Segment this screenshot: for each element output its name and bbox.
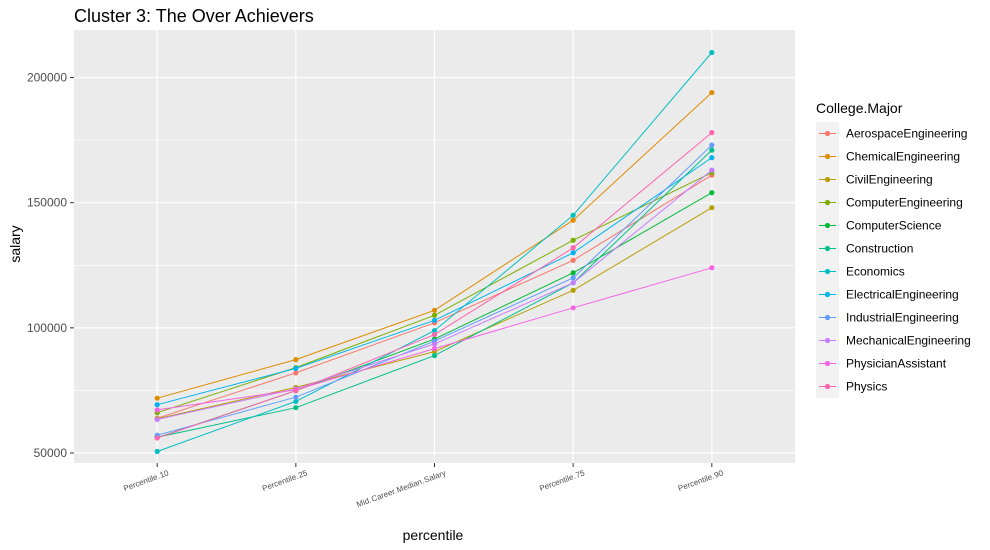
data-point bbox=[154, 448, 160, 455]
legend-label: AerospaceEngineering bbox=[846, 127, 967, 141]
data-point bbox=[709, 142, 715, 148]
legend-label: ElectricalEngineering bbox=[846, 288, 959, 302]
legend-label: Physics bbox=[846, 380, 887, 394]
legend-item: AerospaceEngineering bbox=[816, 122, 967, 145]
y-tick-label: 200000 bbox=[27, 71, 67, 85]
data-point bbox=[709, 130, 715, 136]
data-point bbox=[154, 407, 160, 413]
series-ElectricalEngineering bbox=[154, 155, 715, 408]
data-point bbox=[293, 370, 299, 376]
data-point bbox=[570, 250, 576, 256]
data-point bbox=[431, 346, 438, 352]
data-point bbox=[293, 405, 299, 411]
y-axis-ticks: 50000 100000 150000 200000 bbox=[27, 71, 74, 460]
data-point bbox=[293, 365, 299, 371]
data-point bbox=[709, 190, 715, 196]
data-point bbox=[709, 49, 715, 56]
series-layer bbox=[154, 49, 715, 455]
legend-key-point bbox=[824, 199, 831, 206]
legend: College.Major AerospaceEngineering Chemic… bbox=[816, 100, 971, 398]
legend-item: Economics bbox=[816, 260, 905, 283]
legend-label: Economics bbox=[846, 265, 905, 279]
legend-item: ComputerScience bbox=[816, 214, 942, 237]
data-point bbox=[570, 305, 576, 311]
legend-key-point bbox=[824, 245, 831, 252]
data-point bbox=[709, 205, 715, 211]
legend-key-point bbox=[824, 268, 831, 275]
y-axis-title: salary bbox=[7, 225, 23, 262]
legend-label: IndustrialEngineering bbox=[846, 311, 959, 325]
legend-item: CivilEngineering bbox=[816, 168, 933, 191]
legend-item: IndustrialEngineering bbox=[816, 306, 959, 329]
data-point bbox=[570, 287, 576, 293]
data-point bbox=[570, 275, 576, 281]
data-point bbox=[570, 237, 576, 243]
data-point bbox=[709, 265, 715, 271]
legend-label: CivilEngineering bbox=[846, 173, 933, 187]
data-point bbox=[154, 395, 160, 401]
data-point bbox=[293, 398, 299, 405]
legend-key-point bbox=[824, 222, 831, 229]
legend-item: Physics bbox=[816, 375, 887, 398]
data-point bbox=[293, 394, 299, 400]
legend-key-point bbox=[824, 314, 831, 321]
data-point bbox=[570, 270, 576, 276]
data-point bbox=[431, 341, 438, 347]
data-point bbox=[570, 212, 576, 218]
data-point bbox=[293, 388, 299, 394]
legend-label: ComputerScience bbox=[846, 219, 942, 233]
legend-key-point bbox=[824, 153, 831, 160]
x-axis-title: percentile bbox=[403, 527, 464, 543]
data-point bbox=[709, 147, 715, 153]
legend-item: ComputerEngineering bbox=[816, 191, 963, 214]
chart-title: Cluster 3: The Over Achievers bbox=[74, 6, 314, 26]
data-point bbox=[431, 353, 438, 359]
y-tick-label: 100000 bbox=[27, 321, 67, 335]
legend-key-point bbox=[824, 383, 831, 390]
data-point bbox=[293, 357, 299, 363]
series-MechanicalEngineering bbox=[154, 167, 715, 423]
data-point bbox=[570, 280, 576, 286]
series-ChemicalEngineering bbox=[154, 89, 715, 401]
data-point bbox=[431, 307, 438, 313]
data-point bbox=[154, 402, 160, 408]
data-point bbox=[709, 89, 715, 96]
legend-label: MechanicalEngineering bbox=[846, 334, 971, 348]
data-point bbox=[709, 155, 715, 161]
legend-item: MechanicalEngineering bbox=[816, 329, 971, 352]
legend-label: ChemicalEngineering bbox=[846, 150, 960, 164]
legend-key-point bbox=[824, 130, 831, 137]
data-point bbox=[570, 257, 576, 263]
legend-title: College.Major bbox=[816, 100, 903, 116]
data-point bbox=[431, 327, 438, 334]
data-point bbox=[570, 245, 576, 251]
legend-label: Construction bbox=[846, 242, 913, 256]
legend-item: ElectricalEngineering bbox=[816, 283, 959, 306]
legend-item: ChemicalEngineering bbox=[816, 145, 960, 168]
y-tick-label: 150000 bbox=[27, 196, 67, 210]
data-point bbox=[154, 435, 160, 441]
legend-key-point bbox=[824, 337, 831, 344]
legend-key-point bbox=[824, 291, 831, 298]
data-point bbox=[431, 312, 438, 318]
legend-label: ComputerEngineering bbox=[846, 196, 963, 210]
legend-item: Construction bbox=[816, 237, 913, 260]
data-point bbox=[154, 416, 160, 423]
legend-key-point bbox=[824, 360, 831, 367]
legend-item: PhysicianAssistant bbox=[816, 352, 947, 375]
data-point bbox=[431, 317, 438, 323]
legend-label: PhysicianAssistant bbox=[846, 357, 947, 371]
data-point bbox=[431, 332, 438, 338]
y-tick-label: 50000 bbox=[34, 446, 68, 460]
data-point bbox=[709, 167, 715, 173]
data-point bbox=[570, 217, 576, 223]
series-Physics bbox=[154, 130, 715, 441]
series-Economics bbox=[154, 49, 715, 455]
legend-key-point bbox=[824, 176, 831, 183]
